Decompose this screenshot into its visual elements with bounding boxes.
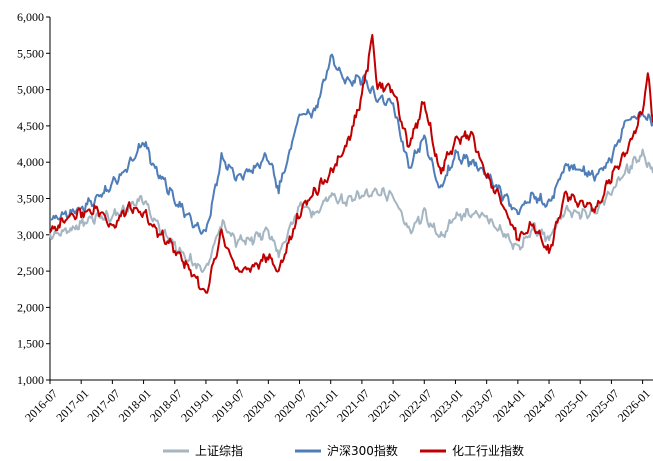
series-line-2	[49, 53, 653, 235]
x-tick-label: 2019-07	[209, 386, 247, 424]
y-tick-label: 6,000	[17, 10, 44, 24]
x-tick-label: 2018-01	[116, 386, 154, 424]
legend: 上证综指 沪深300指数 化工行业指数	[163, 443, 524, 458]
x-tick-label: 2024-01	[490, 386, 528, 424]
x-tick-label: 2018-07	[147, 386, 185, 424]
x-tick-label: 2021-01	[303, 386, 341, 424]
legend-label: 上证综指	[195, 443, 243, 458]
x-tick-label: 2025-07	[584, 386, 622, 424]
y-tick-label: 5,500	[17, 46, 44, 60]
x-tick-label: 2021-07	[334, 386, 372, 424]
x-tick-label: 2023-07	[459, 386, 497, 424]
y-tick-label: 2,000	[17, 300, 44, 314]
series-line-3	[49, 34, 653, 294]
y-tick-label: 1,000	[17, 373, 44, 387]
x-tick-label: 2022-07	[396, 386, 434, 424]
x-axis: 2016-072017-012017-072018-012018-072019-…	[22, 379, 653, 425]
y-tick-label: 1,500	[17, 337, 44, 351]
x-tick-label: 2016-07	[22, 386, 60, 424]
y-tick-label: 5,000	[17, 83, 44, 97]
x-tick-label: 2020-01	[240, 386, 278, 424]
y-tick-label: 2,500	[17, 264, 44, 278]
x-tick-label: 2017-07	[85, 386, 123, 424]
series-lines	[49, 34, 653, 294]
x-tick-label: 2019-01	[178, 386, 216, 424]
x-tick-label: 2020-07	[272, 386, 310, 424]
y-axis: 1,000 1,500 2,000 2,500 3,000 3,500 4,000 4,500…	[17, 10, 51, 387]
legend-label: 化工行业指数	[452, 443, 524, 458]
x-tick-label: 2022-01	[365, 386, 403, 424]
x-tick-label: 2017-01	[53, 386, 91, 424]
x-tick-label: 2026-01	[615, 386, 653, 424]
y-tick-label: 3,500	[17, 192, 44, 206]
legend-label: 沪深300指数	[327, 443, 398, 458]
series-line-1	[49, 148, 653, 273]
y-tick-label: 4,000	[17, 155, 44, 169]
y-tick-label: 3,000	[17, 228, 44, 242]
y-tick-label: 4,500	[17, 119, 44, 133]
x-tick-label: 2023-01	[428, 386, 466, 424]
x-tick-label: 2025-01	[552, 386, 590, 424]
x-tick-label: 2024-07	[521, 386, 559, 424]
